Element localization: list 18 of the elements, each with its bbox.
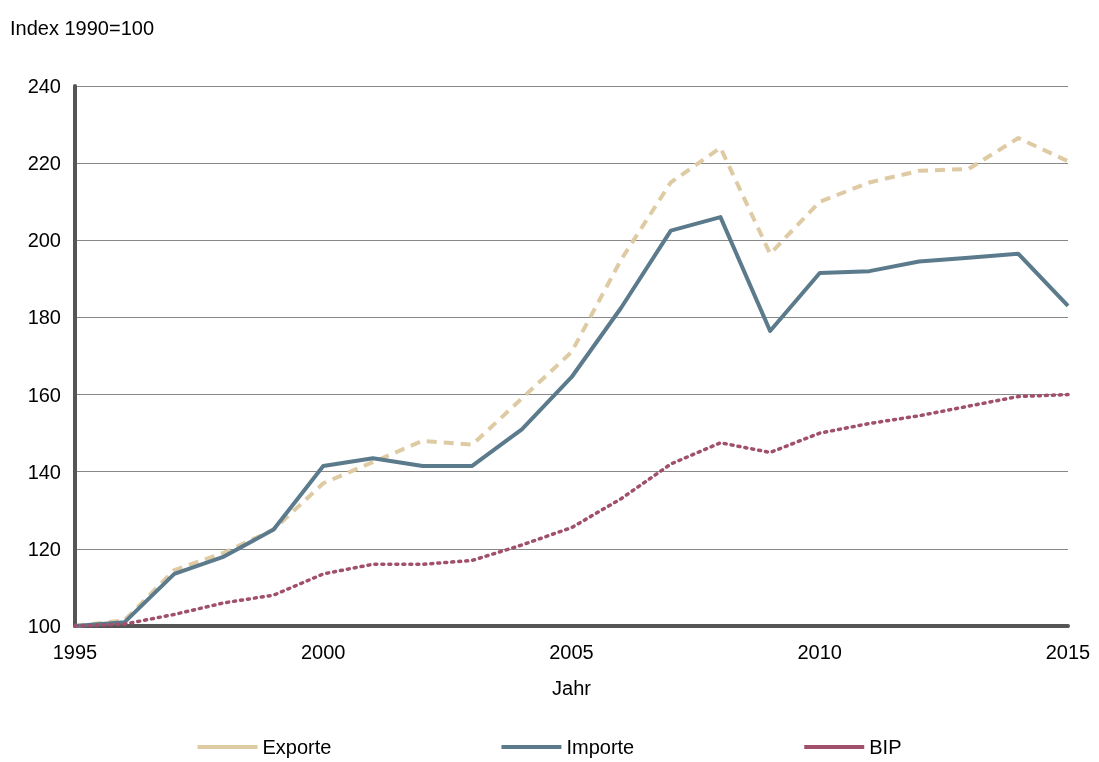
x-tick-label: 2015: [1045, 641, 1091, 663]
y-tick-label: 100: [27, 615, 61, 637]
y-axis-title: Index 1990=100: [10, 17, 155, 39]
x-tick-label: 2000: [301, 641, 346, 663]
y-tick-label: 200: [27, 229, 61, 252]
y-tick-label: 140: [27, 460, 61, 483]
x-tick-label: 2005: [549, 641, 594, 663]
x-tick-label: 1995: [52, 641, 98, 663]
y-tick-label: 180: [27, 306, 61, 329]
legend-label: Importe: [566, 736, 635, 758]
y-tick-label: 220: [27, 152, 61, 175]
y-tick-label: 240: [27, 75, 61, 97]
legend-label: Exporte: [262, 736, 332, 758]
legend-label: BIP: [869, 736, 902, 758]
y-tick-label: 160: [27, 383, 61, 406]
y-tick-label: 120: [27, 537, 61, 560]
x-tick-label: 2010: [797, 641, 842, 663]
x-axis-title: Jahr: [552, 677, 592, 699]
